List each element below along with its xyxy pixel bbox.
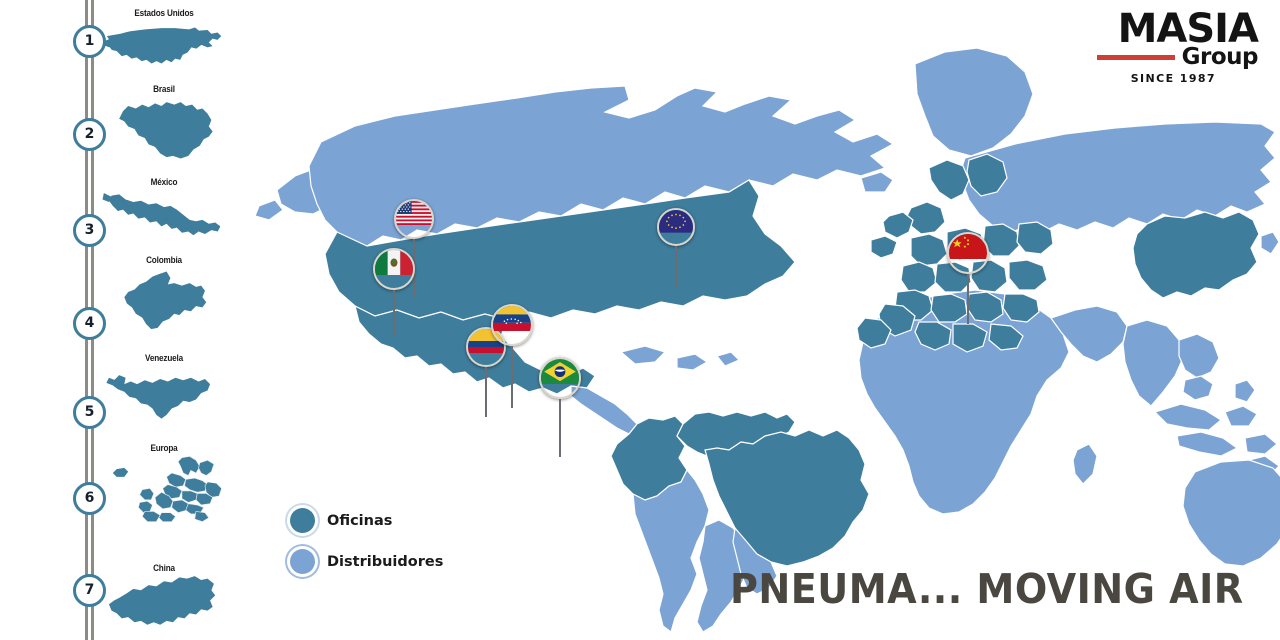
legend-label-oficinas: Oficinas — [327, 512, 393, 529]
sidebar-step-1-number: 1 — [73, 25, 106, 58]
sidebar-step-5-label: Venezuela — [145, 353, 183, 364]
sidebar-step-6-label: Europa — [150, 443, 178, 454]
map-pin-europe[interactable] — [657, 208, 695, 288]
pin-stem-europe — [675, 246, 677, 288]
flag-icon-mexico — [373, 248, 415, 290]
sidebar-step-2-label: Brasil — [153, 84, 175, 95]
pin-stem-china — [967, 274, 969, 324]
map-pin-venezuela[interactable] — [491, 304, 533, 408]
sidebar-step-5-number: 5 — [73, 396, 106, 429]
flag-icon-european-union — [657, 208, 695, 246]
country-timeline-sidebar: Estados Unidos 1 Brasil 2 México — [0, 0, 228, 640]
flag-icon-china — [947, 232, 989, 274]
flag-icon-united-states — [394, 199, 434, 239]
map-pin-mexico[interactable] — [373, 248, 415, 336]
logo-red-bar — [1096, 54, 1175, 60]
legend-dot-distribuidores-icon — [290, 549, 315, 574]
logo-since-text: SINCE 1987 — [1130, 72, 1216, 85]
sidebar-step-3-number: 3 — [73, 214, 106, 247]
masia-group-logo: MASIA Group SINCE 1987 — [1068, 6, 1259, 85]
shape-brazil — [100, 96, 228, 162]
sidebar-step-6-number: 6 — [73, 482, 106, 515]
legend-dot-oficinas-icon — [290, 508, 315, 533]
sidebar-step-4-label: Colombia — [146, 255, 182, 266]
legend-item-distribuidores[interactable]: Distribuidores — [290, 549, 443, 574]
shape-europe — [100, 452, 228, 526]
tagline: PNEUMA... MOVING AIR — [730, 565, 1244, 613]
map-pin-brazil[interactable] — [539, 357, 581, 457]
map-legend: Oficinas Distribuidores — [290, 508, 443, 590]
flag-icon-brazil — [539, 357, 581, 399]
shape-colombia — [100, 268, 228, 334]
world-map: .lt { fill:#7ba3d4; stroke:#ffffff; stro… — [225, 0, 1280, 640]
shape-venezuela — [100, 366, 228, 424]
shape-mexico — [100, 189, 228, 247]
pin-stem-venezuela — [511, 346, 513, 408]
logo-subtitle: Group — [1181, 44, 1259, 70]
flag-icon-venezuela — [491, 304, 533, 346]
map-pin-usa[interactable] — [394, 199, 434, 297]
logo-subrow: Group — [1068, 44, 1259, 70]
world-map-svg: .lt { fill:#7ba3d4; stroke:#ffffff; stro… — [254, 47, 1280, 634]
shape-united-states — [100, 20, 228, 76]
pin-stem-brazil — [559, 399, 561, 457]
pin-stem-mexico — [393, 290, 395, 336]
sidebar-step-3-label: México — [150, 177, 178, 188]
legend-label-distribuidores: Distribuidores — [327, 553, 444, 570]
logo-wordmark: MASIA — [1117, 6, 1259, 52]
sidebar-step-7-label: China — [153, 563, 175, 574]
sidebar-step-4-number: 4 — [73, 307, 106, 340]
sidebar-step-1-label: Estados Unidos — [134, 8, 194, 19]
sidebar-step-2-number: 2 — [73, 118, 106, 151]
sidebar-step-7-number: 7 — [73, 574, 106, 607]
pin-stem-colombia — [485, 367, 487, 417]
map-pin-china[interactable] — [947, 232, 989, 324]
shape-china — [100, 572, 228, 634]
legend-item-oficinas[interactable]: Oficinas — [290, 508, 443, 533]
